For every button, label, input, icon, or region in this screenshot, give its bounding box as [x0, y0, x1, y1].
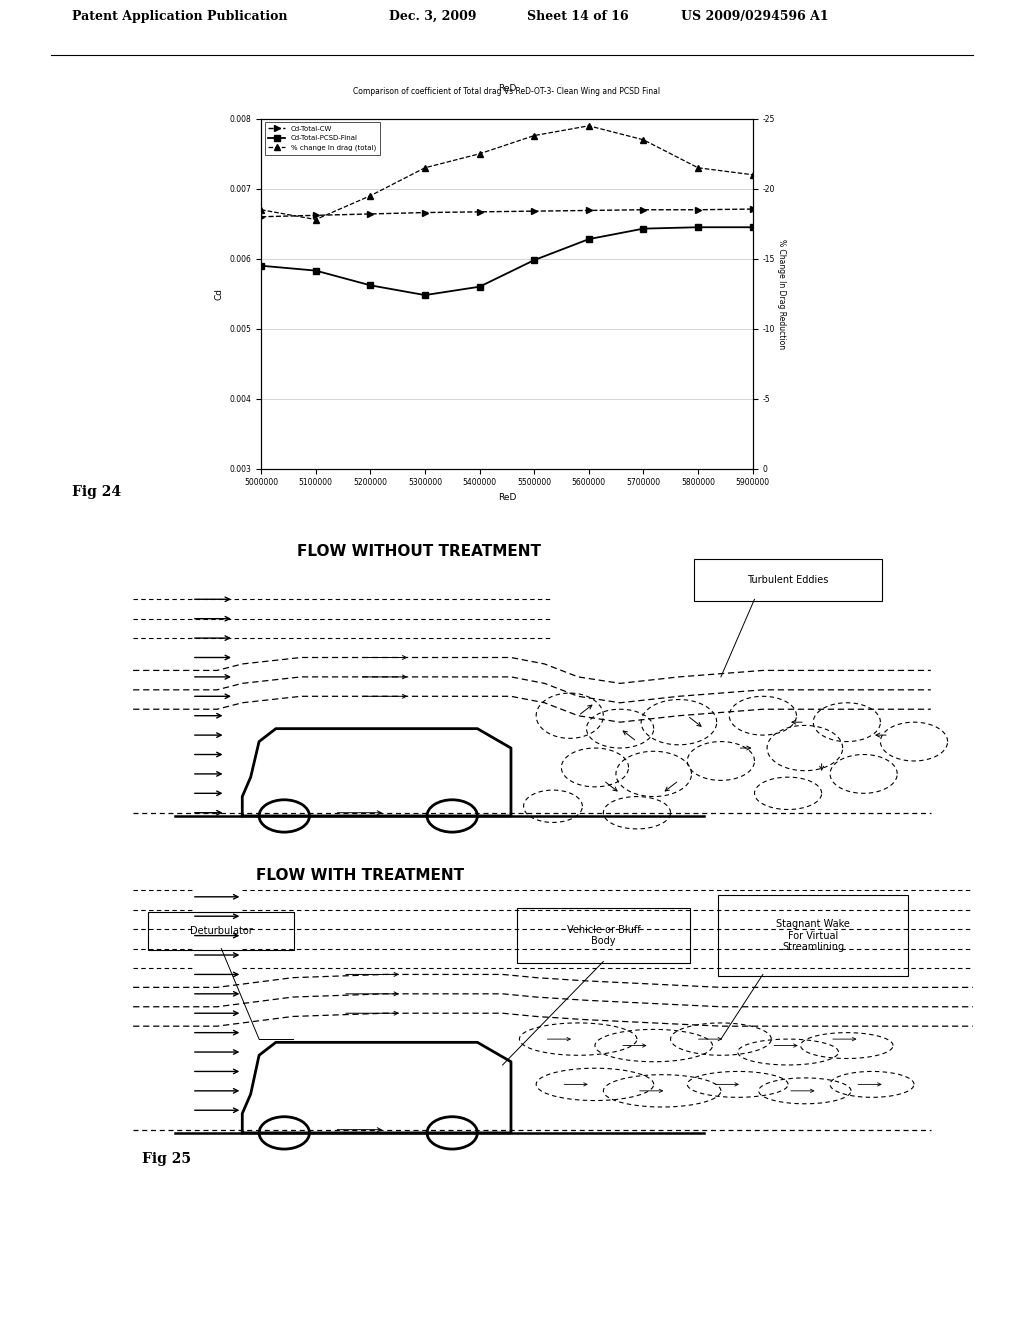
FancyBboxPatch shape: [148, 912, 294, 950]
Y-axis label: Cd: Cd: [215, 288, 224, 300]
Cd-Total-PCSD-Final: [365, 277, 377, 293]
Text: ReD: ReD: [498, 83, 516, 92]
Text: US 2009/0294596 A1: US 2009/0294596 A1: [681, 11, 828, 24]
Cd-Total-CW: [473, 203, 485, 219]
Text: Deturbulator: Deturbulator: [189, 925, 253, 936]
Text: FLOW WITH TREATMENT: FLOW WITH TREATMENT: [256, 867, 464, 883]
Line: Cd-Total-PCSD-Final: Cd-Total-PCSD-Final: [258, 224, 756, 298]
Title: Comparison of coefficient of Total drag Vs ReD-OT-3- Clean Wing and PCSD Final: Comparison of coefficient of Total drag …: [353, 87, 660, 96]
Line: % change In drag (total): % change In drag (total): [258, 123, 756, 223]
Cd-Total-CW: [365, 206, 377, 222]
% change In drag (total): [637, 132, 649, 148]
Cd-Total-PCSD-Final: [583, 231, 595, 247]
% change In drag (total): [583, 117, 595, 133]
% change In drag (total): [365, 187, 377, 203]
Text: Fig 24: Fig 24: [72, 484, 121, 499]
Cd-Total-PCSD-Final: [309, 263, 322, 279]
Cd-Total-CW: [528, 203, 541, 219]
% change In drag (total): [419, 160, 431, 176]
Cd-Total-CW: [419, 205, 431, 220]
Y-axis label: % Change In Drag Reduction: % Change In Drag Reduction: [777, 239, 785, 348]
Text: FLOW WITHOUT TREATMENT: FLOW WITHOUT TREATMENT: [297, 544, 541, 560]
Cd-Total-PCSD-Final: [419, 288, 431, 304]
Cd-Total-CW: [637, 202, 649, 218]
FancyBboxPatch shape: [719, 895, 908, 977]
FancyBboxPatch shape: [694, 560, 882, 601]
Text: Vehicle or Bluff
Body: Vehicle or Bluff Body: [566, 925, 640, 946]
X-axis label: ReD: ReD: [498, 492, 516, 502]
% change In drag (total): [309, 211, 322, 227]
Cd-Total-PCSD-Final: [692, 219, 705, 235]
% change In drag (total): [255, 202, 267, 218]
Cd-Total-CW: [583, 202, 595, 218]
Text: Patent Application Publication: Patent Application Publication: [72, 11, 287, 24]
Cd-Total-PCSD-Final: [637, 220, 649, 236]
% change In drag (total): [746, 166, 759, 182]
Text: Fig 25: Fig 25: [141, 1152, 190, 1166]
Cd-Total-PCSD-Final: [255, 257, 267, 273]
Text: Sheet 14 of 16: Sheet 14 of 16: [527, 11, 629, 24]
Cd-Total-CW: [255, 209, 267, 224]
Line: Cd-Total-CW: Cd-Total-CW: [258, 206, 756, 219]
Cd-Total-PCSD-Final: [473, 279, 485, 294]
Text: Turbulent Eddies: Turbulent Eddies: [748, 576, 828, 585]
Cd-Total-PCSD-Final: [746, 219, 759, 235]
FancyBboxPatch shape: [517, 908, 690, 964]
Cd-Total-CW: [309, 207, 322, 223]
% change In drag (total): [692, 160, 705, 176]
Cd-Total-PCSD-Final: [528, 252, 541, 268]
% change In drag (total): [528, 128, 541, 144]
Text: Dec. 3, 2009: Dec. 3, 2009: [389, 11, 476, 24]
Cd-Total-CW: [746, 201, 759, 216]
% change In drag (total): [473, 145, 485, 161]
Cd-Total-CW: [692, 202, 705, 218]
Legend: Cd-Total-CW, Cd-Total-PCSD-Final, % change In drag (total): Cd-Total-CW, Cd-Total-PCSD-Final, % chan…: [264, 123, 380, 154]
Text: Stagnant Wake
For Virtual
Streamlining: Stagnant Wake For Virtual Streamlining: [776, 919, 850, 952]
